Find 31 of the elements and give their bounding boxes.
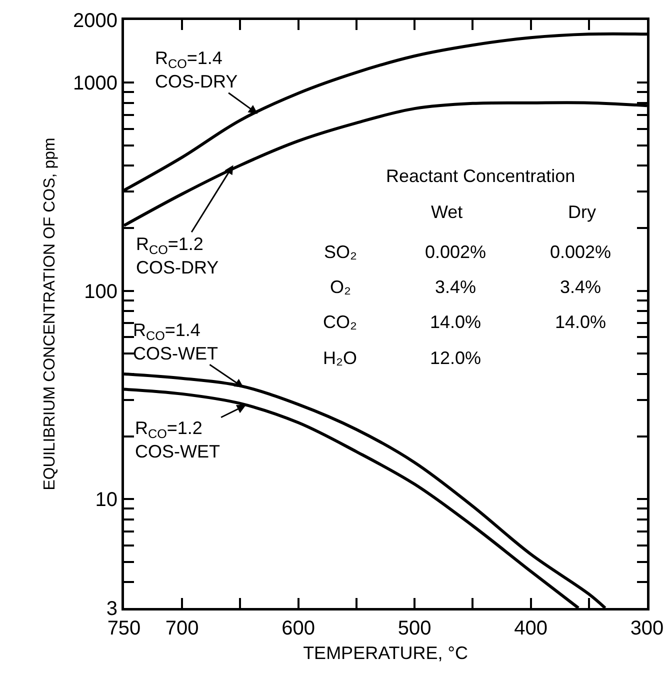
annotation: 0.002% bbox=[425, 242, 486, 262]
y-tick-label: 1000 bbox=[73, 72, 118, 95]
annotation: 3.4% bbox=[435, 277, 476, 297]
x-tick-label: 300 bbox=[630, 618, 664, 640]
y-axis-title: EQUILIBRIUM CONCENTRATION OF COS, ppm bbox=[42, 138, 59, 490]
y-tick-label: 3 bbox=[106, 598, 118, 620]
annotation: Reactant Concentration bbox=[386, 166, 576, 186]
annotation: Dry bbox=[568, 202, 596, 222]
y-tick-label: 100 bbox=[84, 280, 118, 303]
annotation: R$_{CO}$=1.4 COS-WET bbox=[133, 320, 218, 364]
annotation: 14.0% bbox=[430, 312, 482, 332]
x-tick-label: 700 bbox=[165, 618, 199, 640]
annotation: 14.0% bbox=[555, 312, 606, 332]
annotation: CO₂ bbox=[323, 312, 357, 332]
x-axis-title: TEMPERATURE, °C bbox=[303, 642, 468, 663]
x-tick-label: 600 bbox=[282, 618, 316, 640]
annotation: 12.0% bbox=[430, 348, 482, 368]
annotation: O₂ bbox=[330, 277, 351, 297]
y-tick-label: 2000 bbox=[73, 10, 118, 32]
annotation: 0.002% bbox=[550, 242, 612, 262]
annotation: R$_{CO}$=1.2 COS-DRY bbox=[136, 234, 219, 278]
annotation: R$_{CO}$=1.2 COS-WET bbox=[135, 418, 220, 462]
annotation: 3.4% bbox=[560, 277, 602, 297]
y-tick-label: 10 bbox=[95, 489, 118, 512]
annotation: SO₂ bbox=[324, 242, 358, 262]
annotation: Wet bbox=[431, 202, 463, 222]
annotation: H₂O bbox=[323, 348, 357, 368]
x-tick-label: 500 bbox=[398, 618, 432, 640]
x-tick-label: 400 bbox=[514, 618, 548, 640]
x-tick-label: 750 bbox=[107, 618, 141, 640]
annotation: R$_{CO}$=1.4 COS-DRY bbox=[155, 48, 238, 92]
